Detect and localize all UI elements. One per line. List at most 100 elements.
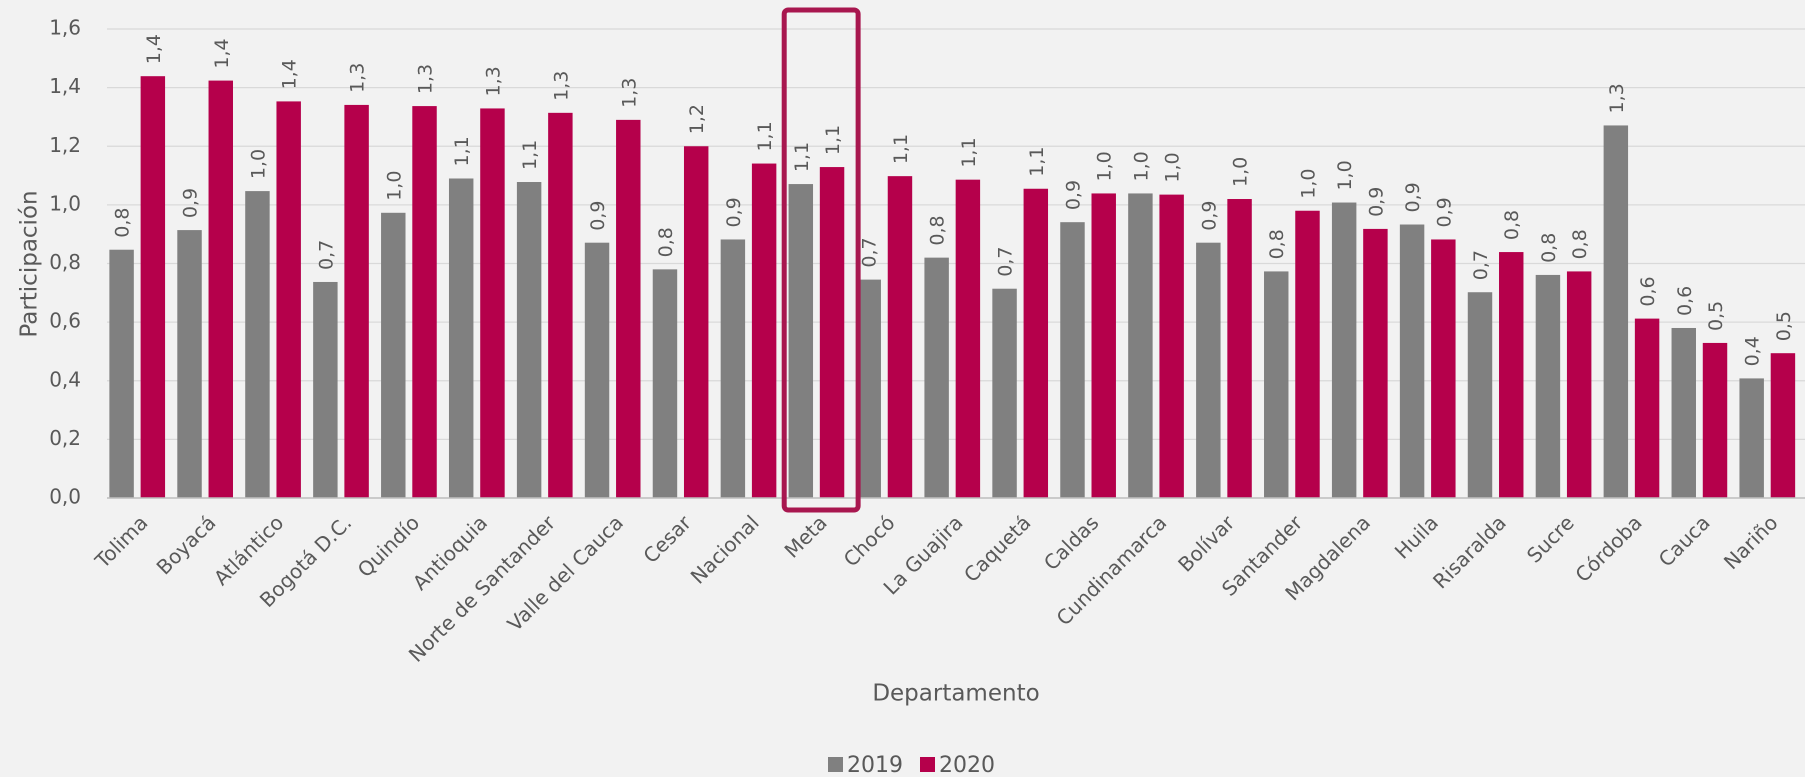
bar bbox=[1295, 210, 1320, 499]
value-label: 1,4 bbox=[279, 59, 301, 89]
value-label: 1,1 bbox=[451, 136, 473, 166]
y-tick-label: 0,2 bbox=[49, 426, 81, 450]
bar bbox=[924, 257, 949, 498]
value-label: 1,1 bbox=[519, 140, 541, 170]
bar bbox=[516, 182, 542, 499]
bar bbox=[1331, 202, 1357, 498]
value-label: 0,9 bbox=[1198, 200, 1220, 230]
bar bbox=[1159, 194, 1184, 498]
value-label: 0,8 bbox=[1266, 229, 1288, 259]
bar bbox=[1634, 318, 1660, 498]
bar bbox=[245, 191, 270, 498]
value-label: 1,3 bbox=[415, 64, 437, 94]
x-tick-label: Huila bbox=[1390, 511, 1443, 564]
value-label: 0,6 bbox=[1674, 286, 1696, 316]
bar bbox=[412, 106, 437, 499]
x-tick-label: Risaralda bbox=[1428, 511, 1511, 594]
value-label: 0,9 bbox=[1062, 180, 1084, 210]
bar bbox=[1431, 239, 1456, 498]
x-tick-label: Nariño bbox=[1719, 511, 1783, 575]
bar bbox=[381, 212, 406, 498]
value-label: 1,1 bbox=[890, 134, 912, 164]
bar bbox=[1566, 271, 1592, 498]
bar bbox=[344, 104, 369, 498]
value-label: 1,3 bbox=[618, 78, 640, 108]
bar bbox=[480, 108, 505, 498]
value-label: 1,1 bbox=[1026, 147, 1048, 177]
value-label: 0,4 bbox=[1742, 336, 1764, 366]
bar bbox=[1091, 193, 1116, 499]
value-label: 1,3 bbox=[550, 71, 572, 101]
bar bbox=[1467, 292, 1493, 498]
x-tick-label: Bolívar bbox=[1173, 510, 1240, 577]
value-label: 0,9 bbox=[723, 197, 745, 227]
bar bbox=[1770, 353, 1796, 498]
bar bbox=[276, 101, 301, 498]
bar bbox=[1264, 271, 1289, 498]
bar bbox=[751, 163, 777, 498]
y-tick-label: 0,6 bbox=[49, 309, 81, 333]
value-label: 1,2 bbox=[686, 104, 708, 134]
value-label: 0,7 bbox=[1470, 250, 1492, 280]
value-label: 0,7 bbox=[859, 237, 881, 267]
value-label: 1,1 bbox=[754, 121, 776, 151]
value-label: 1,4 bbox=[211, 38, 233, 68]
bar bbox=[1196, 242, 1221, 498]
value-label: 1,0 bbox=[1297, 169, 1319, 199]
bar bbox=[177, 230, 202, 499]
bar bbox=[887, 176, 913, 498]
bar bbox=[1603, 125, 1629, 499]
value-label: 0,9 bbox=[1365, 187, 1387, 217]
x-tick-label: Tolima bbox=[90, 511, 153, 574]
x-tick-label: Caldas bbox=[1039, 511, 1103, 575]
value-label: 1,1 bbox=[791, 142, 813, 172]
bar bbox=[720, 239, 746, 498]
bar bbox=[652, 269, 678, 498]
legend: 2019 2020 bbox=[828, 753, 995, 777]
x-tick-label: Sucre bbox=[1522, 511, 1579, 568]
value-label: 0,8 bbox=[655, 227, 677, 257]
legend-swatch bbox=[828, 757, 843, 772]
bar bbox=[1128, 193, 1153, 499]
value-label: 0,9 bbox=[587, 200, 609, 230]
value-label: 1,3 bbox=[347, 63, 369, 93]
y-tick-label: 0,8 bbox=[49, 250, 81, 274]
x-tick-label: Cesar bbox=[638, 510, 696, 568]
value-label: 0,9 bbox=[180, 188, 202, 218]
bar bbox=[584, 242, 610, 498]
value-label: 1,3 bbox=[1606, 83, 1628, 113]
bar bbox=[548, 112, 573, 499]
bar bbox=[140, 76, 166, 499]
bar bbox=[1499, 252, 1524, 498]
value-label: 1,0 bbox=[1094, 151, 1116, 181]
value-label: 1,1 bbox=[958, 137, 980, 167]
value-label: 1,0 bbox=[1334, 160, 1356, 190]
bar bbox=[313, 281, 338, 498]
x-tick-label: Cauca bbox=[1654, 511, 1715, 572]
y-tick-label: 1,0 bbox=[49, 191, 81, 215]
bar bbox=[448, 178, 474, 498]
x-tick-label: Caquetá bbox=[959, 511, 1035, 587]
x-axis-title: Departamento bbox=[872, 681, 1039, 707]
bar bbox=[109, 249, 134, 498]
bar bbox=[1399, 224, 1425, 498]
value-label: 1,4 bbox=[143, 34, 165, 64]
bar bbox=[1702, 342, 1728, 498]
y-tick-label: 0,4 bbox=[49, 367, 81, 391]
value-label: 0,8 bbox=[1538, 233, 1560, 263]
x-tick-label: Valle del Cauca bbox=[503, 511, 628, 636]
bar bbox=[1363, 228, 1388, 498]
value-label: 0,6 bbox=[1637, 276, 1659, 306]
x-tick-label: Nacional bbox=[686, 511, 764, 589]
value-label: 0,7 bbox=[315, 240, 337, 270]
x-tick-label: Córdoba bbox=[1570, 511, 1646, 587]
value-label: 0,8 bbox=[112, 208, 134, 238]
legend-swatch bbox=[920, 757, 935, 772]
bar bbox=[1023, 188, 1049, 499]
y-tick-label: 0,0 bbox=[49, 485, 81, 509]
value-label: 0,7 bbox=[995, 246, 1017, 276]
x-tick-label: Meta bbox=[780, 511, 832, 563]
legend-label: 2019 bbox=[847, 753, 903, 777]
value-label: 0,8 bbox=[1501, 210, 1523, 240]
value-label: 1,0 bbox=[383, 171, 405, 201]
